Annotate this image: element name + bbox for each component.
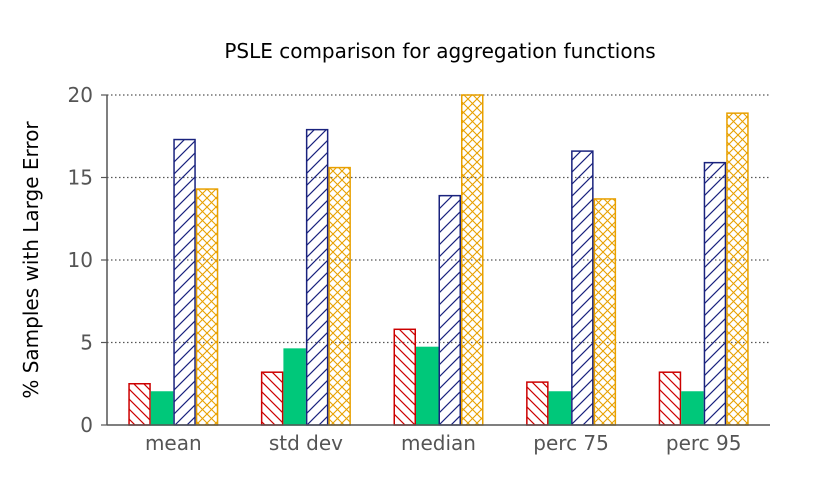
y-tick-label: 0 xyxy=(80,413,93,437)
bar xyxy=(150,391,174,426)
y-tick-label: 10 xyxy=(68,248,93,272)
x-axis-categories: mean std dev median perc 75 perc 95 xyxy=(145,431,742,455)
bar xyxy=(173,138,196,426)
gridlines xyxy=(107,94,770,344)
x-category-label: std dev xyxy=(269,431,343,455)
bar xyxy=(681,391,704,426)
x-category-label: mean xyxy=(145,431,202,455)
bar xyxy=(195,188,219,426)
x-category-label: perc 95 xyxy=(666,431,742,455)
chart-title: PSLE comparison for aggregation function… xyxy=(224,39,655,63)
y-tick-label: 5 xyxy=(80,331,93,355)
y-tick-label: 15 xyxy=(68,166,93,190)
bar xyxy=(416,346,439,426)
bar xyxy=(703,161,727,426)
bar xyxy=(305,128,329,426)
bar xyxy=(128,383,151,426)
bar xyxy=(328,166,351,426)
bar xyxy=(726,112,749,426)
y-axis-ticks: 0 5 10 15 20 xyxy=(68,83,107,437)
bar xyxy=(461,94,484,426)
bars xyxy=(128,94,749,426)
bar xyxy=(393,328,416,426)
bar xyxy=(526,381,549,426)
bar xyxy=(593,198,617,426)
x-category-label: median xyxy=(401,431,476,455)
bar xyxy=(283,348,306,426)
bar xyxy=(438,194,461,426)
y-tick-label: 20 xyxy=(68,83,93,107)
bar xyxy=(260,371,284,426)
bar xyxy=(658,371,682,426)
x-category-label: perc 75 xyxy=(533,431,609,455)
bar xyxy=(548,391,572,426)
bar xyxy=(571,150,594,426)
y-axis-label: % Samples with Large Error xyxy=(19,121,43,399)
